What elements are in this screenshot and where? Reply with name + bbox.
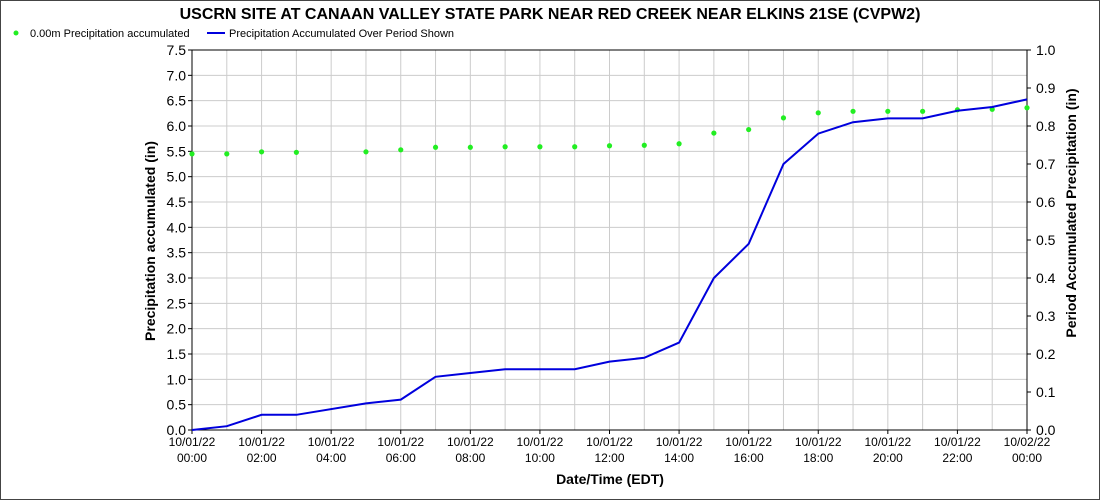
legend-marker-points xyxy=(13,30,19,36)
x-tick-time-label: 10:00 xyxy=(525,451,555,465)
x-tick-time-label: 02:00 xyxy=(247,451,277,465)
y-left-tick-label: 4.0 xyxy=(167,219,187,235)
y-right-tick-label: 0.1 xyxy=(1036,384,1056,400)
x-tick-time-label: 12:00 xyxy=(594,451,624,465)
x-tick-time-label: 06:00 xyxy=(386,451,416,465)
x-tick-date-label: 10/01/22 xyxy=(586,435,633,449)
grid xyxy=(191,49,1028,431)
x-tick-date-label: 10/01/22 xyxy=(864,435,911,449)
data-point-precip-accumulated xyxy=(363,149,369,155)
x-tick-time-label: 00:00 xyxy=(1012,451,1042,465)
tick-labels: 0.0 0.5 1.0 1.5 2.0 2.5 3.0 3.5 4.0 4.5 5.0 5.5 6.0 6… xyxy=(167,42,1056,465)
y-left-tick-label: 2.0 xyxy=(167,321,187,337)
x-tick-time-label: 16:00 xyxy=(734,451,764,465)
legend: 0.00m Precipitation accumulated Precipit… xyxy=(13,28,454,40)
data-point-precip-accumulated xyxy=(398,147,404,153)
y-right-tick-label: 0.4 xyxy=(1036,270,1056,286)
y-left-tick-label: 0.0 xyxy=(167,422,187,438)
x-tick-time-label: 14:00 xyxy=(664,451,694,465)
x-tick-date-label: 10/01/22 xyxy=(169,435,216,449)
plot-area-border xyxy=(191,49,1028,431)
y-right-tick-label: 0.6 xyxy=(1036,194,1056,210)
data-point-precip-accumulated xyxy=(293,149,299,155)
y-left-tick-label: 1.0 xyxy=(167,371,187,387)
x-tick-date-label: 10/01/22 xyxy=(795,435,842,449)
x-tick-time-label: 18:00 xyxy=(803,451,833,465)
x-tick-time-label: 08:00 xyxy=(455,451,485,465)
x-tick-date-label: 10/01/22 xyxy=(377,435,424,449)
data-point-precip-accumulated xyxy=(676,141,682,147)
data-point-precip-accumulated xyxy=(502,144,508,150)
x-tick-date-label: 10/01/22 xyxy=(934,435,981,449)
data-point-precip-accumulated xyxy=(432,144,439,150)
data-point-precip-accumulated xyxy=(885,108,891,114)
y-left-tick-label: 5.5 xyxy=(167,143,187,159)
x-tick-time-label: 00:00 xyxy=(177,451,207,465)
y-right-tick-label: 0.5 xyxy=(1036,232,1056,248)
data-point-precip-accumulated xyxy=(572,144,578,150)
x-tick-date-label: 10/01/22 xyxy=(308,435,355,449)
data-point-precip-accumulated xyxy=(641,142,647,148)
x-tick-date-label: 10/01/22 xyxy=(725,435,772,449)
legend-label-points: 0.00m Precipitation accumulated xyxy=(30,28,190,40)
data-point-precip-accumulated xyxy=(711,130,717,136)
x-tick-time-label: 20:00 xyxy=(873,451,903,465)
x-tick-date-label: 10/01/22 xyxy=(656,435,703,449)
series-line-period-accumulated xyxy=(191,98,1028,431)
x-tick-date-label: 10/01/22 xyxy=(517,435,564,449)
data-point-precip-accumulated xyxy=(780,115,787,121)
data-point-precip-accumulated xyxy=(224,151,230,157)
data-point-precip-accumulated xyxy=(850,108,856,114)
chart-title: USCRN SITE AT CANAAN VALLEY STATE PARK N… xyxy=(180,6,921,23)
legend-label-line: Precipitation Accumulated Over Period Sh… xyxy=(229,28,454,40)
x-tick-date-label: 10/01/22 xyxy=(447,435,494,449)
x-tick-time-label: 22:00 xyxy=(942,451,972,465)
x-tick-date-label: 10/02/22 xyxy=(1004,435,1051,449)
y-right-tick-label: 1.0 xyxy=(1036,42,1056,58)
axes xyxy=(188,49,1031,434)
data-point-precip-accumulated xyxy=(467,144,473,150)
y-left-tick-label: 6.5 xyxy=(167,93,187,109)
y-right-tick-label: 0.0 xyxy=(1036,422,1056,438)
x-tick-date-label: 10/01/22 xyxy=(238,435,285,449)
x-tick-time-label: 04:00 xyxy=(316,451,346,465)
y-left-tick-label: 3.0 xyxy=(167,270,187,286)
y-right-tick-label: 0.3 xyxy=(1036,308,1056,324)
y-left-tick-label: 7.0 xyxy=(167,67,187,83)
y-left-tick-label: 0.5 xyxy=(167,397,187,413)
data-point-precip-accumulated xyxy=(815,110,821,116)
data-point-precip-accumulated xyxy=(920,108,926,114)
data-point-precip-accumulated xyxy=(746,126,752,133)
y-left-tick-label: 1.5 xyxy=(167,346,187,362)
y-left-tick-label: 3.5 xyxy=(167,245,187,261)
data-point-precip-accumulated xyxy=(537,144,543,150)
x-axis-title: Date/Time (EDT) xyxy=(556,471,664,487)
y-left-tick-label: 4.5 xyxy=(167,194,187,210)
y-right-tick-label: 0.9 xyxy=(1036,80,1056,96)
data-point-precip-accumulated xyxy=(1024,105,1030,111)
data-point-precip-accumulated xyxy=(258,149,265,155)
y-left-tick-label: 2.5 xyxy=(167,295,187,311)
y-left-tick-label: 7.5 xyxy=(167,42,187,58)
y-left-tick-label: 6.0 xyxy=(167,118,187,134)
y-axis-right-title: Period Accumulated Precipitation (in) xyxy=(1063,88,1079,337)
data-point-precip-accumulated xyxy=(606,143,613,149)
y-right-tick-label: 0.8 xyxy=(1036,118,1056,134)
data-point-precip-accumulated xyxy=(189,151,195,157)
series xyxy=(189,98,1030,431)
y-right-tick-label: 0.7 xyxy=(1036,156,1056,172)
y-axis-left-title: Precipitation accumulated (in) xyxy=(142,141,158,341)
y-left-tick-label: 5.0 xyxy=(167,169,187,185)
y-right-tick-label: 0.2 xyxy=(1036,346,1056,362)
